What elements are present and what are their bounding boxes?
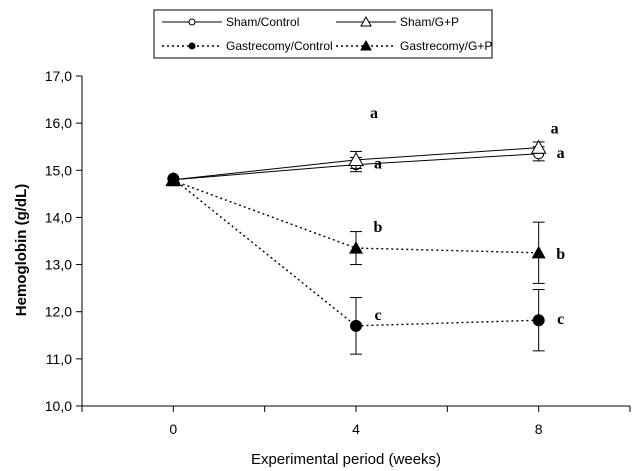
y-axis-label: Hemoglobin (g/dL) (13, 184, 30, 316)
legend-label: Gastrecomy/G+P (400, 39, 492, 53)
significance-label: a (551, 121, 559, 138)
legend-item: Sham/Control (162, 15, 299, 29)
significance-label: c (374, 307, 381, 324)
data-point (348, 151, 364, 167)
significance-label: a (374, 156, 382, 173)
significance-label: a (557, 145, 565, 162)
y-tick-label: 10,0 (45, 398, 72, 414)
significance-label: b (556, 246, 565, 263)
x-tick-label: 0 (169, 421, 177, 437)
significance-label: a (370, 105, 378, 122)
legend-item: Sham/G+P (336, 15, 459, 29)
legend-marker (360, 15, 372, 27)
x-tick-label: 4 (352, 421, 360, 437)
legend-marker (188, 18, 196, 26)
y-tick-label: 11,0 (46, 351, 72, 367)
series-sham-g-p (165, 139, 547, 186)
significance-label: b (374, 219, 383, 236)
legend-label: Sham/G+P (400, 15, 459, 29)
series-line (172, 178, 539, 327)
axes: 10,0 11,0 12,0 13,0 14,0 15,0 16,0 17,0 0 4 8 (45, 68, 631, 437)
legend-item: Gastrecomy/G+P (336, 39, 492, 53)
legend-label: Gastrecomy/Control (226, 39, 333, 53)
y-tick-label: 14,0 (45, 209, 72, 225)
series-gastrecomy-control (167, 172, 545, 355)
y-tick-label: 17,0 (45, 68, 72, 84)
x-axis-label: Experimental period (weeks) (251, 451, 441, 468)
data-point (532, 314, 545, 327)
legend-marker (360, 39, 372, 51)
legend: Sham/Control Sham/G+P Gastrecomy/Control Ga… (153, 9, 493, 59)
y-tick-label: 12,0 (45, 304, 72, 320)
data-point (349, 241, 363, 254)
data-point (530, 139, 547, 154)
series-gastrecomy-g-p (166, 173, 546, 284)
y-tick-label: 13,0 (45, 257, 72, 273)
y-tick-label: 15,0 (45, 162, 72, 178)
y-tick-label: 16,0 (45, 115, 72, 131)
legend-box (153, 9, 493, 59)
data-point (350, 319, 362, 332)
legend-item: Gastrecomy/Control (162, 39, 333, 53)
legend-label: Sham/Control (226, 15, 299, 29)
x-tick-label: 8 (535, 421, 543, 437)
legend-marker (188, 42, 196, 50)
significance-label: c (557, 311, 564, 328)
series-line (173, 180, 539, 254)
data-point (166, 173, 181, 187)
data-point (531, 245, 546, 259)
